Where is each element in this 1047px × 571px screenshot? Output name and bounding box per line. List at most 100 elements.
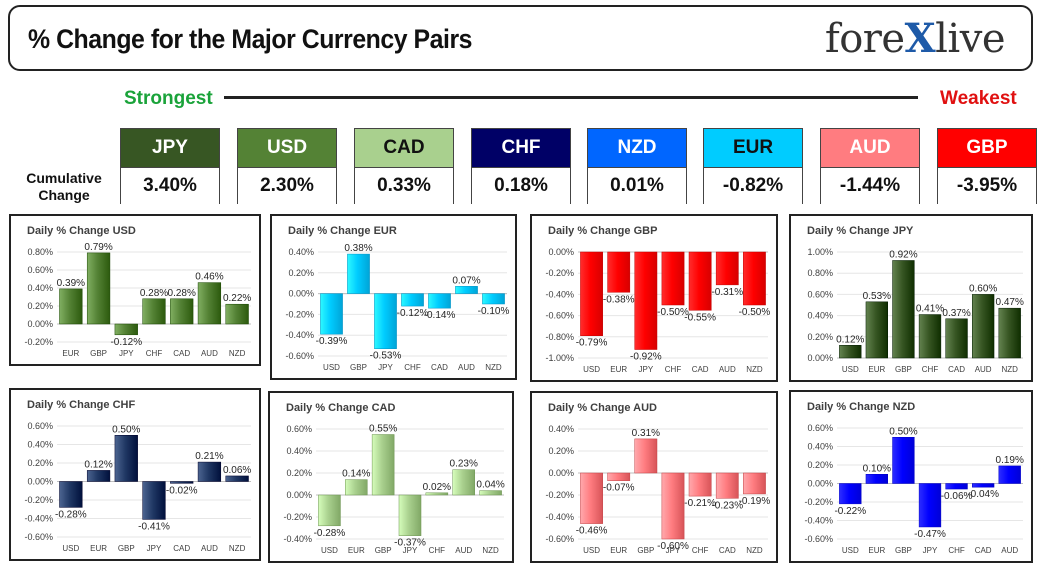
currency-box-nzd: NZD 0.01% xyxy=(587,128,687,204)
data-label: 0.12% xyxy=(836,334,864,345)
bar-gbp xyxy=(892,260,915,359)
y-tick-label: 0.00% xyxy=(286,490,312,500)
data-label: 0.22% xyxy=(223,293,251,304)
y-tick-label: 0.20% xyxy=(286,468,312,478)
bar-eur xyxy=(607,251,631,293)
data-label: -0.22% xyxy=(834,506,866,517)
currency-name: GBP xyxy=(938,129,1036,168)
data-label: -0.60% xyxy=(657,541,689,552)
data-label: -0.41% xyxy=(138,521,170,532)
category-label: CAD xyxy=(692,365,709,374)
bar-nzd xyxy=(482,293,505,305)
data-label: 0.07% xyxy=(452,275,480,286)
category-label: JPY xyxy=(923,546,938,555)
y-tick-label: -0.60% xyxy=(545,534,574,544)
data-label: -0.02% xyxy=(166,485,198,496)
chart-title: Daily % Change GBP xyxy=(548,225,657,237)
currency-cumulative-value: -1.44% xyxy=(821,168,919,204)
data-label: 0.23% xyxy=(450,459,478,470)
currency-box-eur: EUR -0.82% xyxy=(703,128,803,204)
currency-name: NZD xyxy=(588,129,686,168)
category-label: CHF xyxy=(665,365,682,374)
y-tick-label: -0.40% xyxy=(285,330,314,340)
currency-name: EUR xyxy=(704,129,802,168)
category-label: GBP xyxy=(637,546,654,555)
bar-usd xyxy=(580,472,603,524)
data-label: 0.19% xyxy=(996,455,1024,466)
y-tick-label: 0.40% xyxy=(27,440,53,450)
bar-chf xyxy=(142,298,166,325)
category-label: NZD xyxy=(1001,365,1018,374)
bar-nzd xyxy=(743,251,766,306)
bar-usd xyxy=(318,494,341,527)
y-tick-label: 0.20% xyxy=(548,446,574,456)
y-tick-label: -0.60% xyxy=(24,532,53,542)
data-label: 0.92% xyxy=(889,249,917,260)
y-tick-label: -0.20% xyxy=(24,495,53,505)
currency-box-gbp: GBP -3.95% xyxy=(937,128,1037,204)
bar-eur xyxy=(865,474,889,484)
currency-cumulative-value: 2.30% xyxy=(238,168,336,204)
bar-aud xyxy=(971,294,995,359)
bar-chf xyxy=(425,492,449,496)
bar-chart: Daily % Change EUR -0.60% -0.40% -0.20% 0.00… xyxy=(285,225,509,372)
bar-eur xyxy=(59,288,83,325)
y-tick-label: -0.40% xyxy=(804,516,833,526)
category-label: CAD xyxy=(431,363,448,372)
bar-usd xyxy=(839,483,862,505)
y-tick-label: -0.20% xyxy=(545,490,574,500)
data-label: -0.04% xyxy=(967,489,999,500)
chart-title: Daily % Change CHF xyxy=(27,399,135,411)
data-label: -0.23% xyxy=(711,500,743,511)
data-label: -0.55% xyxy=(684,312,716,323)
category-label: JPY xyxy=(378,363,393,372)
data-label: 0.28% xyxy=(140,288,168,299)
cumulative-change-label: Cumulative Change xyxy=(26,170,102,203)
bar-cad xyxy=(170,481,194,484)
bar-aud xyxy=(455,286,478,294)
category-label: EUR xyxy=(90,544,107,553)
category-label: JPY xyxy=(639,365,654,374)
currency-box-usd: USD 2.30% xyxy=(237,128,337,204)
bar-usd xyxy=(59,481,83,508)
bar-chf xyxy=(661,251,685,306)
category-label: EUR xyxy=(62,349,79,358)
bar-chart: Daily % Change USD -0.20% 0.00% 0.20% 0.40% 0… xyxy=(24,225,251,358)
y-tick-label: 0.20% xyxy=(807,460,833,470)
currency-cumulative-value: -0.82% xyxy=(704,168,802,204)
bar-aud xyxy=(197,461,222,482)
y-tick-label: 0.00% xyxy=(548,468,574,478)
y-tick-label: 0.40% xyxy=(807,311,833,321)
data-label: -0.28% xyxy=(55,509,87,520)
bar-jpy xyxy=(114,323,138,336)
bar-aud xyxy=(197,282,222,325)
data-label: 0.79% xyxy=(84,242,112,253)
category-label: NZD xyxy=(482,546,499,555)
data-label: -0.21% xyxy=(684,498,716,509)
bar-jpy xyxy=(634,251,658,350)
y-tick-label: 0.00% xyxy=(548,247,574,257)
bar-chf xyxy=(918,314,942,359)
data-label: 0.41% xyxy=(916,304,944,315)
y-tick-label: -0.40% xyxy=(24,514,53,524)
data-label: 0.53% xyxy=(863,291,891,302)
category-label: EUR xyxy=(348,546,365,555)
y-tick-label: 0.60% xyxy=(286,424,312,434)
y-tick-label: 0.80% xyxy=(807,268,833,278)
currency-box-aud: AUD -1.44% xyxy=(820,128,920,204)
currency-name: CHF xyxy=(472,129,570,168)
data-label: 0.12% xyxy=(84,459,112,470)
currency-name: JPY xyxy=(121,129,219,168)
data-label: -0.46% xyxy=(576,526,608,537)
bar-cad xyxy=(945,318,968,359)
data-label: -0.50% xyxy=(657,307,689,318)
category-label: AUD xyxy=(1001,546,1018,555)
bar-chart: Daily % Change GBP -1.00% -0.80% -0.60% -0.4… xyxy=(545,225,770,374)
bar-nzd xyxy=(998,307,1021,359)
category-label: NZD xyxy=(229,544,246,553)
bar-eur xyxy=(607,472,631,481)
strength-scale-line xyxy=(224,96,918,99)
chart-panel-usd: Daily % Change USD -0.20% 0.00% 0.20% 0.40% 0… xyxy=(9,214,261,366)
bar-cad xyxy=(170,298,194,325)
data-label: 0.14% xyxy=(342,469,370,480)
